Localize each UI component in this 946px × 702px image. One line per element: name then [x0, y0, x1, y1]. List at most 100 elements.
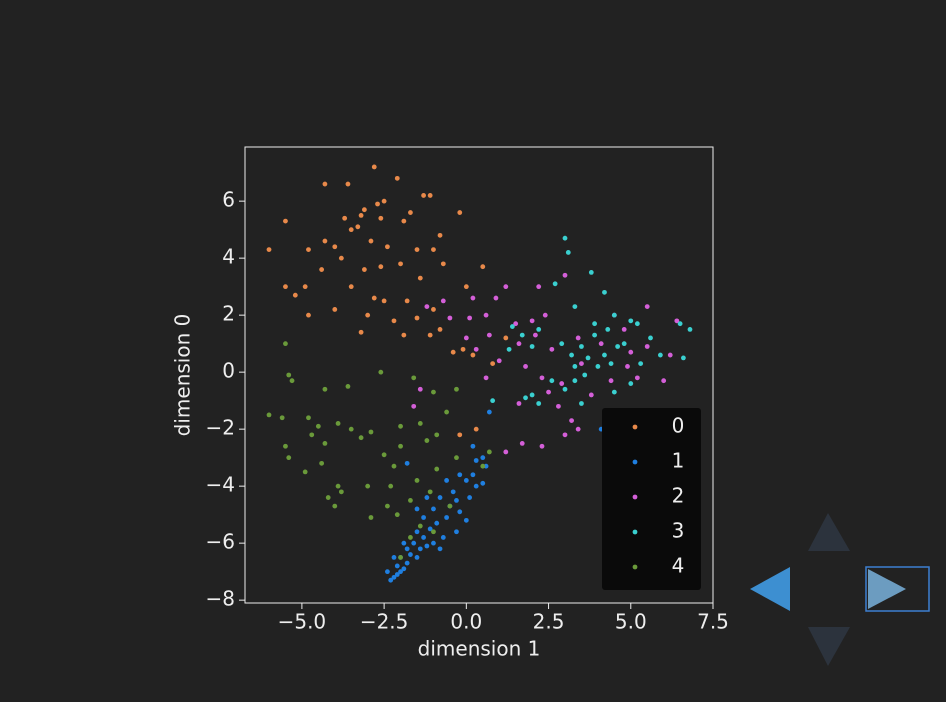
point: [470, 295, 476, 301]
nav-up[interactable]: [808, 513, 850, 551]
plot-frame: [244, 146, 714, 604]
point: [493, 295, 499, 301]
point: [503, 284, 509, 290]
point: [348, 426, 354, 432]
point: [615, 344, 621, 349]
point: [457, 509, 463, 515]
x-tick-label: 7.5: [697, 610, 729, 634]
point: [463, 478, 469, 483]
point: [391, 555, 397, 560]
point: [588, 392, 594, 398]
point: [569, 418, 574, 423]
nav-right[interactable]: [868, 569, 906, 609]
point: [463, 284, 469, 290]
point: [559, 381, 565, 386]
point: [292, 292, 298, 298]
point: [385, 244, 390, 250]
point: [414, 555, 420, 560]
point: [608, 378, 614, 384]
point: [338, 489, 344, 495]
point: [657, 352, 663, 358]
point: [368, 429, 374, 435]
point: [325, 495, 331, 500]
point: [473, 346, 479, 352]
point: [404, 560, 410, 566]
point: [470, 352, 476, 358]
point: [404, 298, 410, 304]
point: [536, 401, 542, 406]
point: [365, 312, 371, 318]
x-tick-label: −5.0: [278, 610, 327, 634]
point: [539, 375, 545, 381]
point: [486, 449, 492, 455]
point: [519, 332, 525, 338]
point: [414, 478, 420, 483]
point: [467, 315, 473, 321]
point: [463, 517, 469, 523]
point: [585, 355, 591, 361]
point: [431, 540, 436, 546]
point: [454, 529, 459, 535]
point: [368, 515, 374, 520]
point: [687, 327, 693, 332]
point: [322, 238, 328, 244]
point: [404, 460, 410, 466]
point: [421, 535, 426, 540]
point: [385, 503, 390, 509]
point: [283, 284, 288, 290]
point: [424, 438, 430, 443]
point: [322, 386, 328, 392]
y-tick-label: 6: [222, 188, 235, 212]
point: [546, 389, 551, 395]
point: [427, 332, 433, 338]
y-tick-label: 4: [222, 245, 235, 269]
legend-label: 4: [672, 554, 685, 578]
point: [634, 375, 640, 381]
point: [572, 378, 578, 384]
nav-right-frame: [865, 566, 930, 612]
nav-left[interactable]: [750, 567, 790, 611]
point: [361, 267, 367, 272]
point: [444, 478, 450, 483]
point: [638, 361, 644, 366]
point: [427, 489, 433, 495]
point: [529, 344, 535, 349]
point: [437, 232, 443, 238]
point: [579, 344, 584, 349]
point: [437, 546, 443, 552]
point: [628, 318, 634, 324]
point: [286, 455, 292, 461]
point: [539, 443, 545, 449]
point: [365, 483, 371, 489]
nav-down[interactable]: [808, 627, 850, 666]
point: [598, 341, 604, 347]
point: [338, 255, 344, 261]
point: [417, 275, 423, 281]
point: [378, 369, 384, 375]
point: [473, 426, 479, 432]
point: [549, 346, 555, 352]
y-tick-label: 2: [222, 302, 235, 326]
y-tick-label: −2: [206, 416, 235, 440]
point: [513, 321, 519, 327]
point: [473, 483, 479, 489]
legend-label: 1: [672, 449, 685, 473]
point: [579, 401, 584, 406]
legend-label: 3: [672, 519, 685, 543]
point: [467, 495, 473, 500]
point: [411, 375, 417, 381]
point: [332, 503, 338, 509]
point: [414, 315, 420, 321]
legend-marker: [632, 459, 638, 465]
point: [480, 455, 486, 461]
point: [457, 472, 463, 478]
point: [575, 335, 581, 341]
point: [431, 529, 436, 535]
point: [677, 321, 683, 327]
point: [421, 193, 426, 198]
point: [371, 164, 377, 170]
point: [483, 375, 489, 381]
point: [411, 403, 417, 409]
point: [542, 312, 548, 318]
legend-label: 0: [672, 414, 685, 438]
